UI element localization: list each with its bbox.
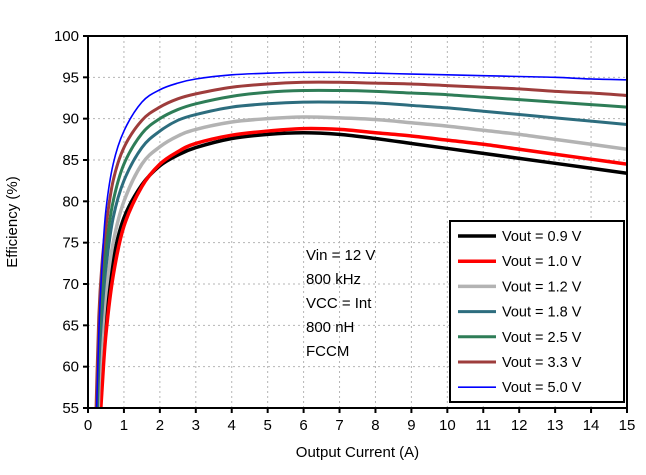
x-tick-label: 15 [619,417,636,434]
x-tick-label: 7 [335,417,343,434]
series-line-vout-1.8 [95,100,627,408]
series-line-vout-5.0 [95,71,627,408]
x-tick-label: 5 [263,417,271,434]
y-tick-label: 70 [62,276,79,293]
y-tick-label: 90 [62,111,79,128]
legend-item-label: Vout = 1.2 V [502,279,582,295]
legend-item-label: Vout = 1.8 V [502,305,582,321]
plot-border [87,35,628,409]
legend-item-label: Vout = 5.0 V [502,380,582,396]
y-axis-title: Efficiency (%) [4,176,21,268]
x-tick-label: 3 [192,417,200,434]
y-tick-label: 85 [62,152,79,169]
x-tick-label: 12 [511,417,528,434]
series-line-vout-1.2 [96,115,627,408]
series-line-vout-2.5 [95,88,627,408]
y-tick-label: 60 [62,359,79,376]
annotation-line: FCCM [306,343,349,360]
x-tick-label: 2 [156,417,164,434]
x-tick-label: 8 [371,417,379,434]
legend-item-label: Vout = 2.5 V [502,330,582,346]
y-tick-label: 65 [62,317,79,334]
y-tick-label: 95 [62,69,79,86]
y-tick-label: 100 [54,28,79,45]
x-tick-label: 6 [299,417,307,434]
x-tick-label: 14 [583,417,600,434]
series-group [94,71,627,408]
x-tick-label: 9 [407,417,415,434]
series-line-vout-1.0 [99,126,627,408]
series-line-vout-0.9 [97,130,627,408]
x-tick-label: 1 [120,417,128,434]
x-tick-label: 13 [547,417,564,434]
annotation-line: 800 nH [306,319,354,336]
legend-item-label: Vout = 1.0 V [502,254,582,270]
annotation-line: 800 kHz [306,271,361,288]
y-tick-label: 75 [62,235,79,252]
series-line-vout-3.3 [94,80,627,408]
y-tick-label: 55 [62,400,79,417]
x-axis-title: Output Current (A) [295,444,420,461]
x-tick-label: 0 [84,417,92,434]
x-tick-label: 10 [439,417,456,434]
legend-item-label: Vout = 0.9 V [502,229,582,245]
x-tick-label: 4 [228,417,236,434]
annotation-line: VCC = Int [306,295,372,312]
y-tick-label: 80 [62,193,79,210]
legend-item-label: Vout = 3.3 V [502,355,582,371]
annotation-line: Vin = 12 V [306,247,375,264]
x-tick-label: 11 [475,417,491,434]
